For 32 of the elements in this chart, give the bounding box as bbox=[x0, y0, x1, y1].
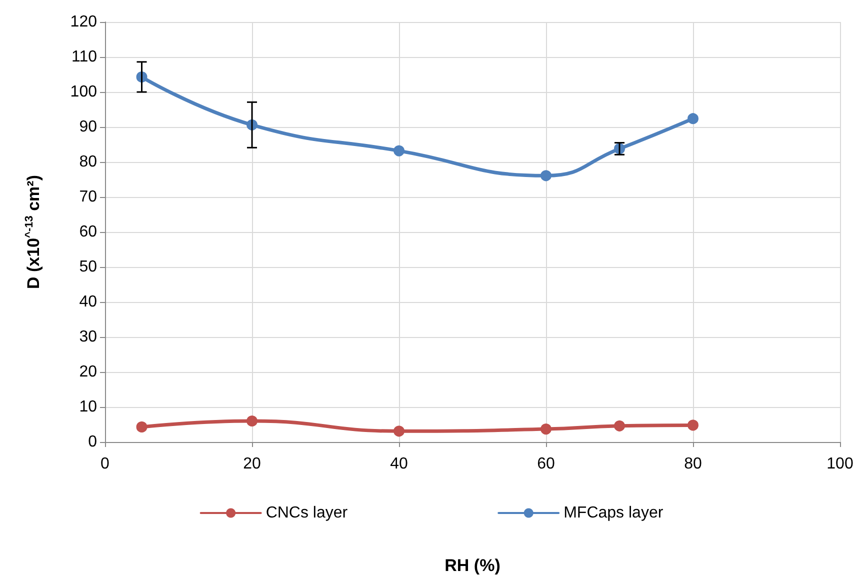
point bbox=[136, 421, 148, 432]
y-tick-label: 20 bbox=[79, 364, 98, 380]
legend-label: MFCaps layer bbox=[564, 504, 664, 522]
y-tick-label: 60 bbox=[79, 224, 98, 240]
y-tick-label: 0 bbox=[88, 434, 98, 450]
x-tick-label: 0 bbox=[100, 456, 110, 472]
x-tick-label: 60 bbox=[537, 456, 555, 472]
y-tick-label: 90 bbox=[79, 118, 98, 136]
x-axis-title: RH (%) bbox=[444, 556, 500, 575]
point bbox=[394, 426, 404, 437]
y-tick-label: 10 bbox=[79, 398, 98, 416]
point bbox=[394, 145, 404, 156]
x-tick-label: 100 bbox=[826, 456, 854, 472]
point bbox=[540, 170, 552, 182]
point bbox=[614, 420, 625, 432]
y-tick-label: 70 bbox=[79, 188, 98, 206]
y-tick-label: 110 bbox=[71, 48, 98, 66]
y-tick-label: 30 bbox=[79, 328, 98, 346]
legend-label: CNCs layer bbox=[266, 504, 348, 522]
y-tick-label: 80 bbox=[79, 154, 98, 170]
x-tick-label: 20 bbox=[243, 456, 261, 472]
y-tick-label: 50 bbox=[79, 258, 98, 276]
point bbox=[688, 420, 698, 431]
point bbox=[688, 113, 698, 124]
point bbox=[246, 416, 258, 426]
y-tick-label: 40 bbox=[79, 294, 98, 310]
point bbox=[540, 424, 552, 435]
y-tick-label: 120 bbox=[70, 14, 98, 30]
x-tick-label: 40 bbox=[390, 456, 408, 472]
y-tick-label: 100 bbox=[70, 84, 98, 100]
y-axis-title: D (x10^-13 cm²) bbox=[24, 175, 43, 289]
x-tick-label: 80 bbox=[684, 456, 702, 472]
